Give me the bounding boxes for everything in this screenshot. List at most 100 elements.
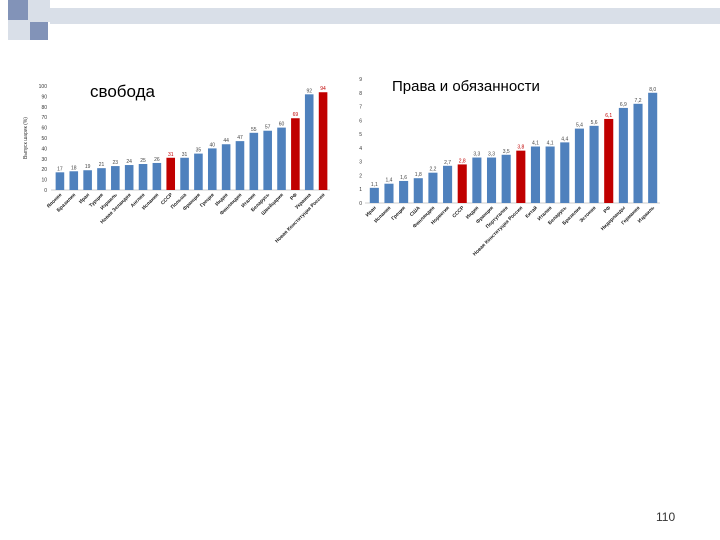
bar-value-label: 23 xyxy=(113,160,119,166)
bar-value-label: 25 xyxy=(140,158,146,164)
bar-value-label: 18 xyxy=(71,165,77,171)
bar xyxy=(443,165,453,203)
bar xyxy=(530,146,541,203)
bar-value-label: 69 xyxy=(293,112,299,118)
bar-value-label: 31 xyxy=(168,152,174,158)
bar xyxy=(55,172,65,190)
header-square-dark xyxy=(8,0,28,20)
y-axis-label: Выпуск шарик (%) xyxy=(23,117,29,159)
bar-value-label: 55 xyxy=(251,127,257,133)
y-tick-label: 3 xyxy=(359,160,362,166)
y-tick-label: 100 xyxy=(39,84,48,90)
bar-value-label: 21 xyxy=(99,162,105,168)
bar xyxy=(235,141,245,190)
bar-value-label: 40 xyxy=(209,142,215,148)
bar-value-label: 94 xyxy=(320,86,326,92)
bar-value-label: 4,1 xyxy=(532,141,539,147)
bar xyxy=(413,178,423,203)
bar-value-label: 24 xyxy=(126,159,132,165)
bar xyxy=(194,153,203,190)
bar-value-label: 1,4 xyxy=(385,178,392,184)
bar xyxy=(604,118,614,203)
bar-value-label: 2,8 xyxy=(459,158,466,164)
bar-value-label: 3,8 xyxy=(517,145,524,151)
y-tick-label: 1 xyxy=(359,187,362,193)
bar xyxy=(263,130,272,190)
bar xyxy=(428,172,438,203)
bar-value-label: 31 xyxy=(182,152,188,158)
y-tick-label: 7 xyxy=(359,105,362,111)
bar xyxy=(648,92,658,203)
bar xyxy=(472,157,482,203)
bar xyxy=(501,154,511,203)
bar xyxy=(545,146,555,203)
bar xyxy=(291,118,300,190)
bar xyxy=(589,125,599,203)
bar xyxy=(516,150,526,203)
bar-value-label: 35 xyxy=(196,148,202,154)
header-square-small xyxy=(30,22,48,40)
bar-value-label: 3,3 xyxy=(473,152,480,158)
bar-value-label: 3,5 xyxy=(503,149,510,155)
y-tick-label: 6 xyxy=(359,118,362,124)
bar-value-label: 6,1 xyxy=(605,113,612,119)
bar-value-label: 92 xyxy=(306,88,312,94)
bar xyxy=(97,168,106,190)
y-tick-label: 4 xyxy=(359,146,362,152)
bar xyxy=(124,165,134,190)
x-category-label: РФ xyxy=(289,192,299,202)
bar-value-label: 17 xyxy=(57,166,63,172)
bar-value-label: 44 xyxy=(223,138,229,144)
header-square-light xyxy=(28,0,50,22)
bar-value-label: 8,0 xyxy=(649,87,656,93)
x-category-label: РФ xyxy=(603,205,613,215)
bar xyxy=(399,180,409,203)
bar xyxy=(166,157,176,190)
bar-value-label: 2,2 xyxy=(429,167,436,173)
x-category-label: СССР xyxy=(451,205,466,220)
chart-right: 01234567891,1Иран1,4Испания1,6Греция1,8С… xyxy=(359,77,660,257)
y-tick-label: 5 xyxy=(359,132,362,138)
bar xyxy=(486,157,497,203)
bar-value-label: 3,3 xyxy=(488,152,495,158)
bar-value-label: 1,6 xyxy=(400,175,407,181)
bar-value-label: 4,4 xyxy=(561,136,568,142)
header-square-mid xyxy=(8,20,30,40)
bar-value-label: 57 xyxy=(265,125,271,131)
bar-value-label: 1,8 xyxy=(415,172,422,178)
y-tick-label: 0 xyxy=(44,188,47,194)
y-tick-label: 2 xyxy=(359,173,362,179)
y-tick-label: 80 xyxy=(41,105,47,111)
y-tick-label: 50 xyxy=(41,136,47,142)
x-category-label: Греция xyxy=(390,205,407,222)
page-number: 110 xyxy=(656,510,676,524)
chart-left-title: свобода xyxy=(90,82,155,101)
bar-value-label: 5,6 xyxy=(591,120,598,126)
bar-value-label: 7,2 xyxy=(635,98,642,104)
bar xyxy=(384,183,394,203)
y-tick-label: 60 xyxy=(41,126,47,132)
y-tick-label: 0 xyxy=(359,201,362,207)
bar xyxy=(457,164,467,203)
bar-value-label: 1,1 xyxy=(371,182,378,188)
bar xyxy=(111,166,120,190)
x-category-label: Греция xyxy=(199,192,216,209)
bar xyxy=(574,128,584,203)
bar xyxy=(83,170,92,190)
y-tick-label: 30 xyxy=(41,157,47,163)
chart-left: Выпуск шарик (%) 0 10 20 30 40 50 60 70 80 90 100 17… xyxy=(23,84,330,244)
header-bar xyxy=(50,8,720,24)
bar-value-label: 5,4 xyxy=(576,123,583,129)
bar xyxy=(277,127,286,190)
bar xyxy=(369,187,379,203)
y-tick-label: 8 xyxy=(359,91,362,97)
y-tick-label: 70 xyxy=(41,115,47,121)
bar xyxy=(249,132,259,190)
bar xyxy=(207,148,217,190)
y-tick-label: 90 xyxy=(41,94,47,100)
bar xyxy=(152,162,162,190)
bar xyxy=(618,107,628,203)
bar-value-label: 4,1 xyxy=(547,141,554,147)
bar-value-label: 2,7 xyxy=(444,160,451,166)
y-tick-label: 20 xyxy=(41,167,47,173)
